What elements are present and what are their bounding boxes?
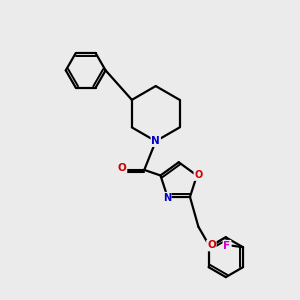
Text: N: N bbox=[163, 193, 171, 202]
Text: N: N bbox=[152, 136, 160, 146]
Text: O: O bbox=[207, 241, 216, 250]
Text: F: F bbox=[224, 241, 230, 251]
Text: O: O bbox=[194, 170, 202, 180]
Text: O: O bbox=[118, 163, 126, 172]
